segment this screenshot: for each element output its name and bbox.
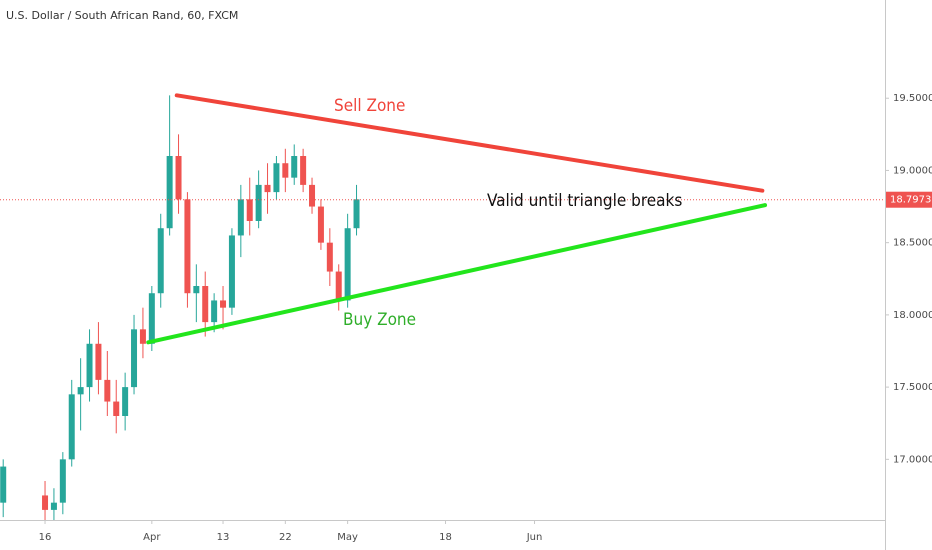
x-tick-label: Jun <box>526 532 543 543</box>
last-price-label: 18.79737 <box>890 195 932 206</box>
candle-body <box>300 156 307 185</box>
candle-body <box>184 199 191 294</box>
y-tick-label: 18.50000 <box>893 238 932 249</box>
candle-body <box>68 394 75 460</box>
candle-body <box>193 286 200 294</box>
candle-body <box>211 300 218 323</box>
x-tick-label: 13 <box>217 532 230 543</box>
last-price-box <box>886 191 932 208</box>
candle-body <box>148 293 155 344</box>
y-tick-label: 17.50000 <box>893 382 932 393</box>
candle-body <box>202 286 209 323</box>
y-tick-label: 17.00000 <box>893 454 932 465</box>
x-tick-label: 18 <box>439 532 452 543</box>
annotation: Valid until triangle breaks <box>487 191 682 211</box>
x-tick-label: May <box>337 532 358 543</box>
y-tick-label: 19.00000 <box>893 165 932 176</box>
candle-body <box>220 300 227 308</box>
candle-body <box>273 163 280 193</box>
candle-body <box>59 459 66 503</box>
candle-body <box>282 163 289 178</box>
trendline <box>174 93 765 193</box>
x-tick-label: 16 <box>39 532 52 543</box>
candle-body <box>264 184 271 193</box>
candle-body <box>228 235 235 308</box>
candle-body <box>353 199 360 229</box>
candle-body <box>175 156 182 200</box>
annotation: Sell Zone <box>334 96 405 116</box>
candle-body <box>157 228 164 294</box>
candle-body <box>122 387 129 416</box>
candle-body <box>291 156 298 178</box>
candle-body <box>139 329 146 344</box>
candle-body <box>309 184 316 207</box>
y-tick-label: 19.50000 <box>893 93 932 104</box>
chart-title: U.S. Dollar / South African Rand, 60, FX… <box>6 9 238 22</box>
x-tick-label: Apr <box>143 532 161 543</box>
candle-body <box>335 271 342 301</box>
candle-body <box>77 387 84 395</box>
annotation: Buy Zone <box>343 310 416 330</box>
candle-body <box>113 401 120 416</box>
candle-body <box>86 343 93 388</box>
candle-body <box>131 329 138 388</box>
candle-body <box>317 206 324 243</box>
candle-body <box>326 242 333 272</box>
candle-body <box>344 228 351 301</box>
candle-body <box>104 379 111 402</box>
candle-body <box>50 502 57 510</box>
candle-body <box>255 184 262 221</box>
y-tick-label: 18.00000 <box>893 310 932 321</box>
candle-body <box>0 466 7 503</box>
trendline <box>146 203 768 345</box>
candle-body <box>246 199 253 221</box>
candle-body <box>95 343 102 380</box>
candle-body <box>42 495 49 510</box>
candle-body <box>166 156 173 229</box>
candle-body <box>237 199 244 236</box>
x-tick-label: 22 <box>279 532 292 543</box>
